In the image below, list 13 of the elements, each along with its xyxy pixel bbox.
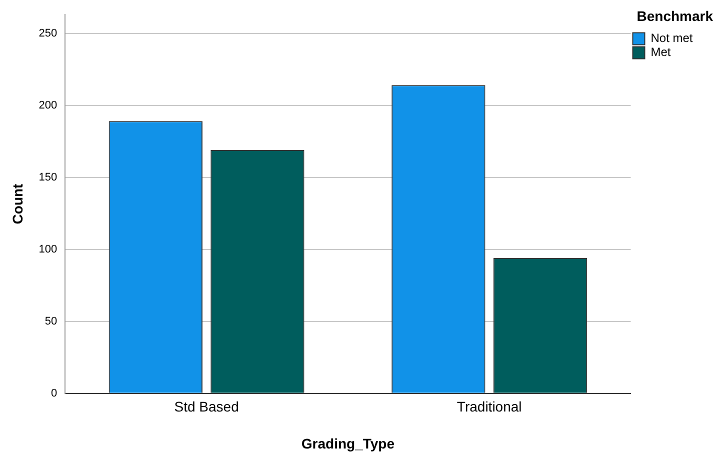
x-tick-label: Std Based: [174, 398, 239, 415]
y-tick-label: 0: [51, 387, 58, 400]
y-axis-title: Count: [9, 183, 26, 224]
y-tick-label: 200: [38, 99, 58, 112]
x-axis-title: Grading_Type: [301, 435, 395, 452]
legend-title: Benchmark: [636, 8, 714, 24]
y-tick-label: 100: [38, 243, 58, 256]
legend-label: Not met: [650, 31, 694, 46]
x-tick-label: Traditional: [456, 398, 522, 415]
y-tick-label: 150: [38, 171, 58, 184]
y-tick-label: 50: [44, 315, 58, 328]
y-tick-label: 250: [38, 27, 58, 40]
legend-label: Met: [650, 45, 672, 60]
